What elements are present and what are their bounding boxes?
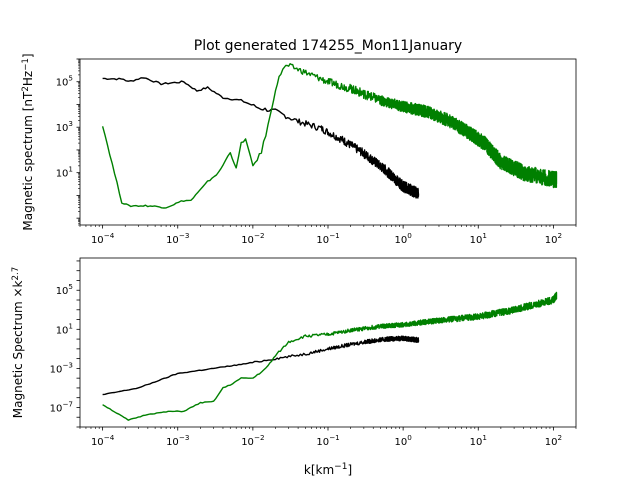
y-tick-label: 103	[56, 119, 73, 134]
x-tick-label: 100	[394, 433, 412, 448]
panel-1: 10−4 10−3 10−2 10−1 100 101 102 101 103 105 Magnet…	[21, 53, 577, 246]
y-tick-label: 10−3	[50, 360, 73, 375]
x-tick-label: 100	[394, 231, 412, 246]
panels: 10−4 10−3 10−2 10−1 100 101 102 101 103 105 Magnet…	[11, 53, 577, 448]
panel-2: 10−4 10−3 10−2 10−1 100 101 102 10−7 10−3 101 105 M…	[11, 257, 577, 448]
series-line-1	[102, 77, 420, 199]
y-axis-label: Magnetic spectrum [nT2Hz−1]	[21, 53, 35, 230]
y-tick-label: 10−7	[50, 399, 73, 414]
x-tick-label: 102	[545, 433, 562, 448]
x-tick-label: 10−2	[241, 433, 264, 448]
series-line-1	[102, 335, 420, 396]
x-tick-label: 10−1	[316, 433, 339, 448]
y-tick-label: 101	[56, 165, 73, 180]
series-group	[102, 291, 558, 421]
x-tick-label: 10−3	[166, 433, 189, 448]
x-tick-label: 101	[470, 231, 487, 246]
x-tick-label: 101	[470, 433, 487, 448]
x-tick-label: 10−2	[241, 231, 264, 246]
x-tick-label: 10−4	[91, 231, 115, 246]
y-tick-label: 101	[56, 321, 73, 336]
x-tick-label: 10−3	[166, 231, 189, 246]
x-tick-label: 102	[545, 231, 562, 246]
x-axis-label: k[km−1]	[304, 462, 352, 477]
series-group	[101, 63, 558, 209]
series-line-2	[102, 291, 558, 421]
y-tick-label: 105	[56, 282, 73, 297]
x-tick-label: 10−4	[91, 433, 115, 448]
y-tick-label: 105	[56, 74, 73, 89]
x-tick-label: 10−1	[316, 231, 339, 246]
series-line-2	[101, 63, 558, 209]
y-axis-label: Magnetic Spectrum ×k2.7	[11, 267, 25, 418]
chart-title: Plot generated 174255_Mon11January	[194, 38, 462, 54]
